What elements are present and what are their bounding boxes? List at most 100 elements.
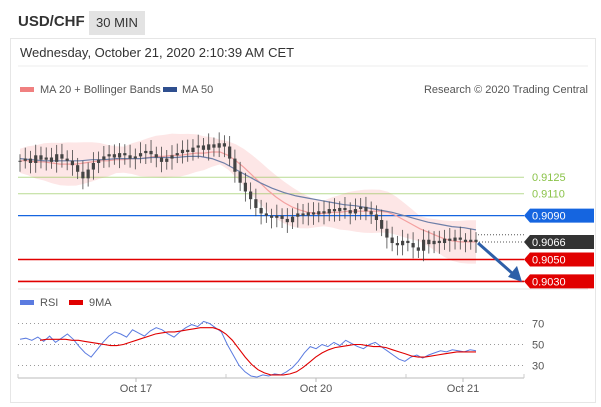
level-label-3: 0.9050 — [532, 254, 566, 266]
legend-swatch-9ma — [69, 300, 83, 305]
level-labels: 0.9125 0.9110 0.9090 0.9050 0.9030 0.9066 — [524, 172, 594, 289]
candle-body — [117, 153, 122, 158]
candle-body — [175, 153, 179, 156]
candle-body — [395, 243, 399, 246]
candle-body — [348, 210, 352, 214]
candle-body — [159, 157, 164, 162]
rsi-tick-1: 50 — [532, 340, 544, 352]
candle-body — [49, 157, 54, 162]
candle-body — [23, 158, 27, 161]
candle-body — [385, 228, 389, 238]
legend-swatch-ma20 — [20, 87, 34, 92]
bollinger-band — [20, 133, 476, 264]
candle-body — [259, 207, 263, 214]
candle-body — [453, 237, 457, 241]
ma50-line — [19, 155, 477, 231]
x-tick-label-1: Oct 20 — [300, 383, 332, 395]
candle-body — [44, 157, 48, 160]
candle-body — [364, 206, 368, 212]
candle-body — [112, 154, 116, 158]
candle-body — [123, 153, 127, 156]
level-tag-4 — [524, 274, 594, 289]
ma20-line — [20, 151, 476, 243]
legend-label-9ma: 9MA — [89, 297, 112, 309]
candle-body — [154, 154, 158, 158]
x-tick-label-2: Oct 21 — [447, 383, 479, 395]
candle-body — [138, 153, 143, 157]
candle-body — [28, 158, 33, 163]
candle-body — [427, 239, 431, 245]
candle-body — [269, 215, 274, 218]
candle-body — [296, 213, 300, 217]
candle-body — [18, 160, 22, 162]
candle-body — [133, 156, 137, 159]
chart-datetime: Wednesday, October 21, 2020 2:10:39 AM C… — [20, 45, 295, 60]
candle-body — [421, 239, 426, 251]
candle-body — [311, 212, 316, 215]
candle-body — [191, 147, 195, 153]
candle-body — [416, 247, 420, 251]
rsi-9ma-line — [39, 327, 476, 376]
candle-body — [70, 160, 75, 166]
level-tag-3 — [524, 252, 594, 267]
candle-body — [275, 215, 279, 218]
candle-body — [165, 158, 169, 162]
candle-body — [196, 145, 200, 148]
candle-body — [380, 220, 384, 229]
candle-body — [217, 143, 221, 148]
forecast-arrow — [477, 241, 522, 282]
candle-body — [102, 156, 106, 160]
candle-body — [332, 209, 337, 212]
candle-body — [264, 213, 268, 216]
candle-body — [144, 150, 148, 154]
candle-body — [437, 240, 441, 244]
candle-body — [243, 182, 247, 192]
candle-body — [285, 218, 289, 223]
candle-body — [290, 216, 295, 223]
candle-body — [458, 237, 462, 240]
candle-body — [306, 212, 310, 216]
candle-body — [463, 239, 468, 242]
research-credit: Research © 2020 Trading Central — [424, 84, 588, 96]
legend-label-ma20: MA 20 + Bollinger Bands — [40, 84, 161, 96]
symbol-title: USD/CHF — [18, 13, 85, 30]
candle-body — [233, 158, 237, 172]
candle-body — [474, 239, 478, 242]
rsi-tick-0: 70 — [532, 319, 544, 331]
candle-body — [222, 143, 227, 147]
level-label-4: 0.9030 — [532, 276, 566, 288]
candle-body — [149, 150, 153, 155]
candle-body — [411, 243, 415, 248]
candle-body — [327, 209, 331, 214]
candle-body — [65, 158, 69, 161]
candle-body — [39, 155, 43, 160]
rsi-lines — [19, 320, 477, 378]
candle-body — [170, 155, 174, 159]
candle-body — [186, 149, 190, 153]
candle-body — [353, 209, 358, 214]
candle-body — [212, 144, 216, 148]
level-tag-2 — [524, 208, 594, 223]
candle-body — [432, 240, 436, 245]
x-axis: Oct 17 Oct 20 Oct 21 — [17, 374, 525, 395]
candle-body — [442, 238, 447, 244]
candle-body — [128, 155, 132, 159]
candle-body — [369, 211, 373, 215]
bollinger-band-area — [20, 133, 476, 264]
candle-body — [97, 159, 101, 163]
candle-body — [374, 214, 379, 221]
timeframe-badge[interactable]: 30 MIN — [89, 11, 145, 35]
level-label-1: 0.9110 — [532, 189, 565, 201]
candle-body — [254, 199, 258, 208]
legend-label-ma50: MA 50 — [182, 84, 213, 96]
legend-label-rsi: RSI — [40, 297, 58, 309]
x-tick-label-0: Oct 17 — [120, 383, 152, 395]
candle-body — [249, 191, 253, 200]
candle-body — [338, 207, 342, 212]
candle-body — [469, 239, 473, 242]
candle-body — [322, 211, 326, 214]
candle-body — [180, 149, 185, 154]
chart-header: USD/CHF 30 MIN — [0, 0, 601, 38]
moving-averages — [19, 151, 477, 243]
